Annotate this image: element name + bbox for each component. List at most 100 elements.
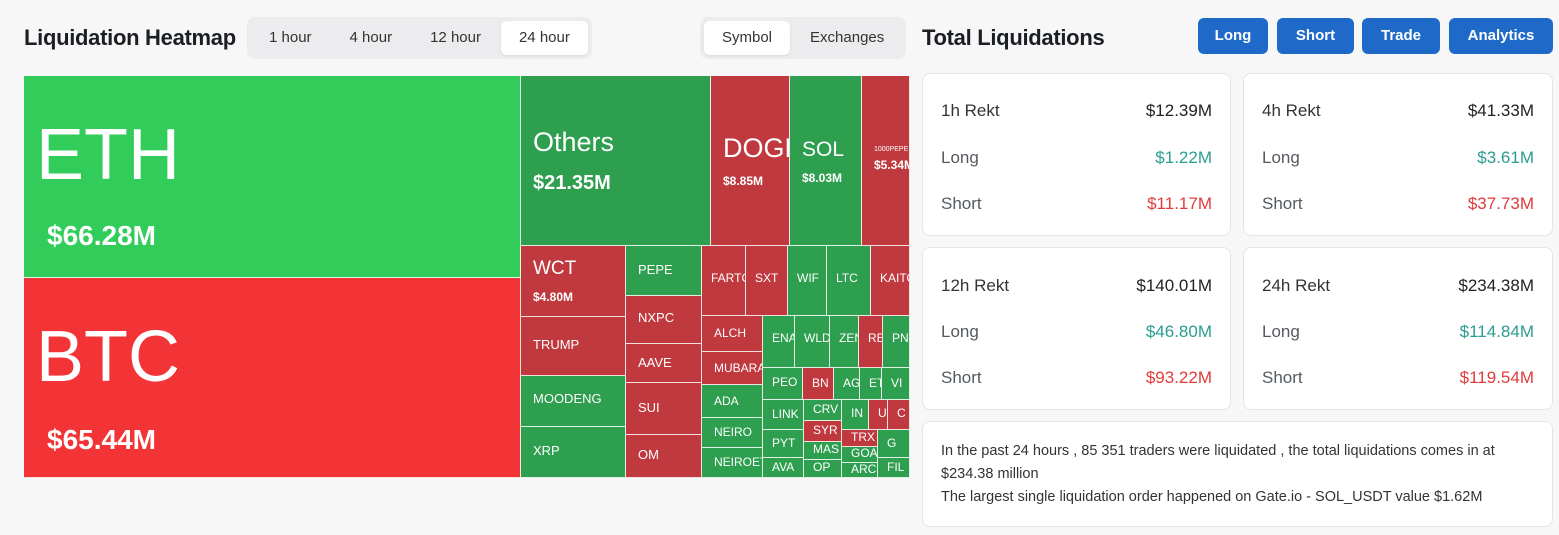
- cell-symbol: BTC: [36, 317, 180, 397]
- heatmap-cell-wld[interactable]: WLD: [795, 316, 830, 368]
- cell-symbol: SOL: [802, 138, 845, 161]
- heatmap-cell-fartcoin[interactable]: FARTCOIN: [702, 246, 746, 316]
- heatmap-cell-bn[interactable]: BN: [803, 368, 834, 400]
- heatmap-cell-sxt[interactable]: SXT: [746, 246, 788, 316]
- cell-symbol: ET: [869, 376, 881, 390]
- cell-symbol: ENA: [772, 331, 795, 345]
- heatmap-cell-goa[interactable]: GOA: [842, 447, 878, 463]
- tab-4-hour[interactable]: 4 hour: [349, 29, 393, 46]
- card-short-row: Short $93.22M: [941, 368, 1212, 388]
- heatmap-cell-arc[interactable]: ARC: [842, 463, 878, 478]
- card-short-row: Short $11.17M: [941, 194, 1212, 214]
- heatmap-cell-c[interactable]: C: [888, 400, 910, 430]
- heatmap-cell-aave[interactable]: AAVE: [626, 344, 702, 383]
- tab-24-hour[interactable]: 24 hour: [500, 21, 588, 55]
- heatmap-cell-peo[interactable]: PEO: [763, 368, 803, 400]
- long-value: $114.84M: [1459, 322, 1534, 341]
- heatmap-cell-sol[interactable]: SOL $8.03M: [790, 76, 862, 246]
- card-long-row: Long $114.84M: [1262, 322, 1534, 342]
- heatmap-cell-link[interactable]: LINK: [763, 400, 804, 430]
- cell-symbol: FARTCOIN: [711, 271, 745, 285]
- heatmap-cell-mubarak[interactable]: MUBARAK: [702, 352, 763, 385]
- heatmap-cell-xrp[interactable]: XRP: [521, 427, 626, 478]
- cell-symbol: WIF: [797, 271, 819, 285]
- heatmap-cell-alch[interactable]: ALCH: [702, 316, 763, 352]
- card-long-row: Long $46.80M: [941, 322, 1212, 342]
- short-value: $37.73M: [1467, 194, 1534, 213]
- heatmap-cell-re[interactable]: RE: [859, 316, 883, 368]
- cell-symbol: IN: [851, 406, 863, 420]
- heatmap-cell-pepe[interactable]: PEPE: [626, 246, 702, 296]
- card-total: $234.38M: [1458, 276, 1534, 295]
- analytics-button[interactable]: Analytics: [1449, 18, 1553, 54]
- cell-symbol: NEIROETH: [714, 455, 762, 469]
- heatmap-cell-nxpc[interactable]: NXPC: [626, 296, 702, 344]
- long-value: $3.61M: [1477, 148, 1534, 167]
- heatmap-cell-ag[interactable]: AG: [834, 368, 860, 400]
- long-button[interactable]: Long: [1198, 18, 1268, 54]
- heatmap-cell-ada[interactable]: ADA: [702, 385, 763, 418]
- cell-symbol: SYR: [813, 423, 838, 437]
- cell-value: $8.03M: [802, 171, 843, 185]
- cell-symbol: SUI: [638, 400, 660, 415]
- tab-1-hour[interactable]: 1 hour: [269, 29, 312, 46]
- heatmap-cell-kaito[interactable]: KAITO: [871, 246, 910, 316]
- cell-symbol: TRX: [851, 430, 875, 444]
- tab-symbol[interactable]: Symbol: [704, 21, 791, 55]
- cell-symbol: ARC: [851, 463, 877, 476]
- heatmap-cell-crv[interactable]: CRV: [804, 400, 842, 421]
- heatmap-cell-et[interactable]: ET: [860, 368, 882, 400]
- heatmap-cell-1000pepe[interactable]: 1000PEPE $5.34M: [862, 76, 910, 246]
- card-short-row: Short $37.73M: [1262, 194, 1534, 214]
- heatmap-cell-u[interactable]: U: [869, 400, 888, 430]
- short-value: $93.22M: [1145, 368, 1212, 387]
- card-short-row: Short $119.54M: [1262, 368, 1534, 388]
- long-value: $1.22M: [1155, 148, 1212, 167]
- cell-value: $21.35M: [533, 172, 611, 194]
- heatmap-cell-eth[interactable]: ETH $66.28M: [24, 76, 521, 278]
- cell-symbol: BN: [812, 376, 829, 390]
- heatmap-cell-others[interactable]: Others $21.35M: [521, 76, 711, 246]
- heatmap-cell-ena[interactable]: ENA: [763, 316, 795, 368]
- summary-line-1: In the past 24 hours , 85 351 traders we…: [941, 443, 1495, 482]
- cell-symbol: TRUMP: [533, 337, 580, 352]
- heatmap-cell-sui[interactable]: SUI: [626, 383, 702, 435]
- cell-symbol: WLD: [804, 331, 830, 345]
- long-value: $46.80M: [1145, 322, 1212, 341]
- heatmap-cell-in[interactable]: IN: [842, 400, 869, 430]
- heatmap-cell-vi[interactable]: VI: [882, 368, 910, 400]
- heatmap-cell-trx[interactable]: TRX: [842, 430, 878, 447]
- short-button[interactable]: Short: [1277, 18, 1354, 54]
- short-label: Short: [941, 194, 982, 213]
- heatmap-cell-moodeng[interactable]: MOODENG: [521, 376, 626, 427]
- heatmap-cell-trump[interactable]: TRUMP: [521, 317, 626, 376]
- short-label: Short: [1262, 368, 1303, 387]
- tab-12-hour[interactable]: 12 hour: [430, 29, 481, 46]
- heatmap-cell-wif[interactable]: WIF: [788, 246, 827, 316]
- heatmap-cell-mas[interactable]: MAS: [804, 442, 842, 460]
- heatmap-cell-ltc[interactable]: LTC: [827, 246, 871, 316]
- short-label: Short: [1262, 194, 1303, 213]
- cell-symbol: LINK: [772, 407, 799, 421]
- short-label: Short: [941, 368, 982, 387]
- heatmap-cell-op[interactable]: OP: [804, 460, 842, 478]
- heatmap-cell-btc[interactable]: BTC $65.44M: [24, 278, 521, 478]
- trade-button[interactable]: Trade: [1362, 18, 1440, 54]
- card-header: 24h Rekt $234.38M: [1262, 276, 1534, 296]
- heatmap-cell-neiro[interactable]: NEIRO: [702, 418, 763, 448]
- heatmap-cell-pyt[interactable]: PYT: [763, 430, 804, 458]
- summary-line-2: The largest single liquidation order hap…: [941, 489, 1483, 505]
- tab-exchanges[interactable]: Exchanges: [810, 29, 885, 46]
- heatmap-cell-fil[interactable]: FIL: [878, 458, 910, 478]
- heatmap-cell-neiroeth[interactable]: NEIROETH: [702, 448, 763, 478]
- heatmap-cell-pn[interactable]: PN: [883, 316, 910, 368]
- heatmap-cell-om[interactable]: OM: [626, 435, 702, 478]
- heatmap-cell-ava[interactable]: AVA: [763, 458, 804, 478]
- cell-symbol: PEPE: [638, 262, 673, 277]
- heatmap-cell-g[interactable]: G: [878, 430, 910, 458]
- heatmap-cell-wct[interactable]: WCT $4.80M: [521, 246, 626, 317]
- heatmap-cell-zen[interactable]: ZEN: [830, 316, 859, 368]
- heatmap-cell-syr[interactable]: SYR: [804, 421, 842, 442]
- heatmap-cell-doge[interactable]: DOGE $8.85M: [711, 76, 790, 246]
- cell-symbol: WCT: [533, 258, 577, 279]
